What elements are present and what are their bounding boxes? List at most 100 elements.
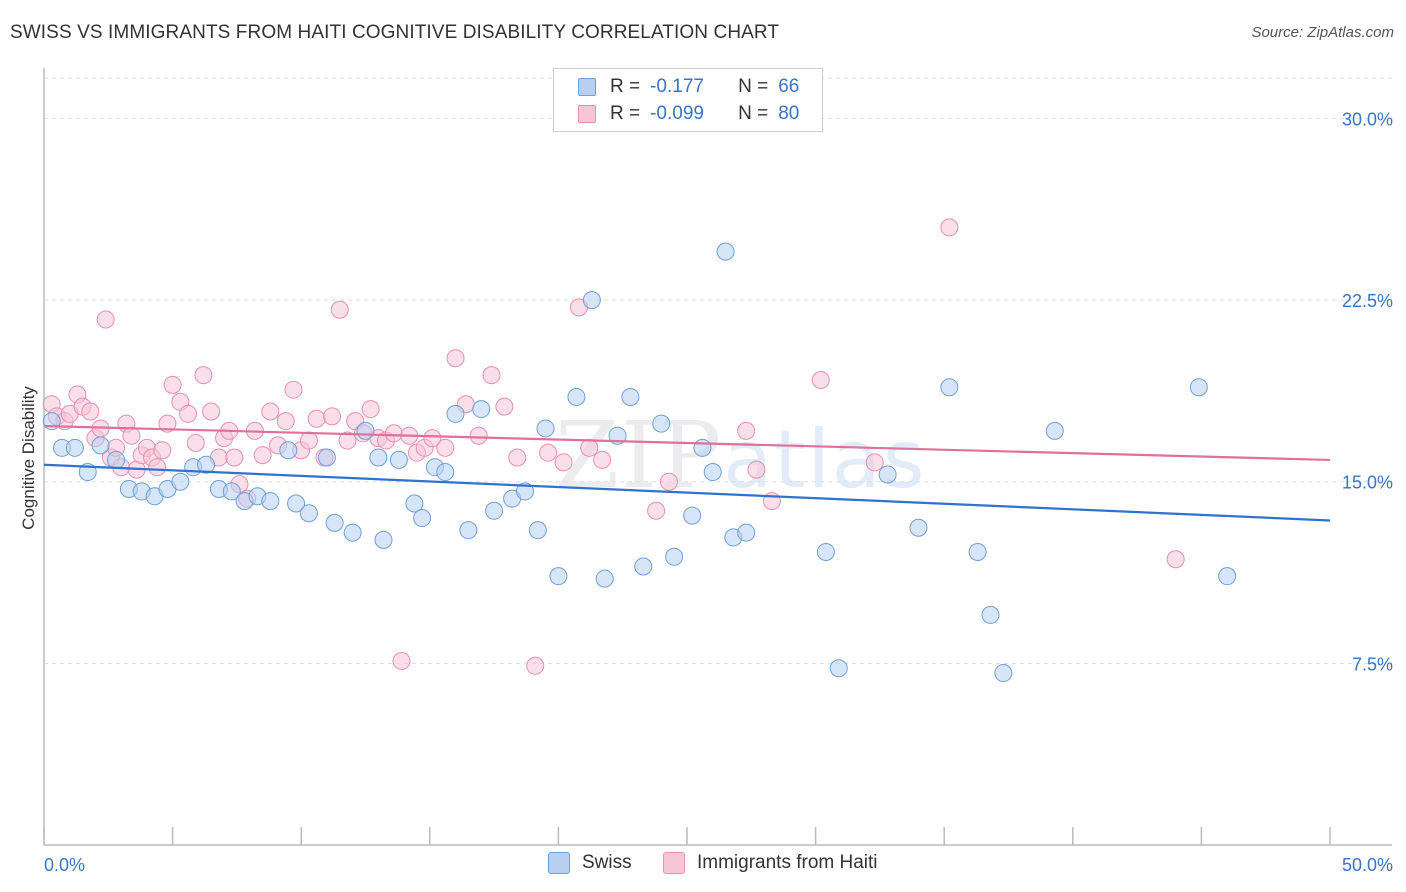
- swiss-point: [634, 557, 653, 576]
- haiti-point: [659, 472, 678, 491]
- legend-swatch-haiti: [578, 105, 596, 123]
- legend-swiss-n-value: 66: [778, 76, 800, 97]
- legend-swatch-swiss: [578, 78, 596, 96]
- swiss-point: [261, 492, 280, 511]
- haiti-point: [179, 404, 198, 423]
- legend-swiss-n-label: N =: [738, 76, 769, 97]
- legend-haiti-r-label: R =: [610, 103, 641, 124]
- haiti-point: [186, 433, 205, 452]
- haiti-point: [1166, 550, 1185, 569]
- swiss-point: [65, 438, 84, 457]
- swiss-point: [621, 387, 640, 406]
- haiti-point: [153, 441, 172, 460]
- swiss-point: [703, 463, 722, 482]
- haiti-point: [323, 407, 342, 426]
- legend-swiss-r-label: R =: [610, 76, 641, 97]
- swiss-point: [374, 530, 393, 549]
- swiss-point: [405, 494, 424, 513]
- series-swatch-haiti: [663, 852, 685, 874]
- swiss-point: [299, 504, 318, 523]
- swiss-point: [909, 518, 928, 537]
- swiss-point: [816, 542, 835, 561]
- haiti-point: [811, 371, 830, 389]
- haiti-point: [539, 443, 558, 462]
- haiti-point: [96, 310, 115, 329]
- haiti-point: [593, 450, 612, 469]
- swiss-point: [1218, 567, 1237, 586]
- axes: [43, 68, 1392, 846]
- haiti-point: [446, 349, 465, 368]
- swiss-point: [389, 450, 408, 469]
- grid-lines: [44, 77, 1392, 664]
- haiti-point: [202, 402, 221, 421]
- swiss-point: [536, 419, 555, 438]
- haiti-point: [307, 409, 326, 428]
- swiss-point: [582, 291, 601, 310]
- axis-labels: 7.5% 15.0% 22.5% 30.0% 0.0% 50.0% Cognitive Di…: [19, 109, 1393, 875]
- swiss-point: [325, 513, 344, 532]
- swiss-point: [107, 450, 126, 469]
- haiti-point: [384, 424, 403, 443]
- swiss-point: [829, 659, 848, 678]
- swiss-point: [994, 664, 1013, 683]
- haiti-point: [554, 453, 573, 472]
- swiss-point: [878, 465, 897, 484]
- haiti-point: [338, 431, 357, 450]
- y-tick-label: 15.0%: [1342, 473, 1393, 493]
- series-legend: Swiss Immigrants from Haiti: [0, 852, 1406, 878]
- swiss-point: [356, 421, 375, 440]
- swiss-points: [42, 242, 1237, 683]
- swiss-point: [652, 414, 671, 433]
- series-swatch-swiss: [548, 852, 570, 874]
- haiti-point: [865, 453, 884, 472]
- swiss-point: [436, 463, 455, 482]
- swiss-point: [549, 567, 568, 586]
- series-legend-swiss: Swiss: [548, 852, 632, 874]
- haiti-point: [482, 366, 501, 385]
- swiss-point: [693, 438, 712, 457]
- legend-haiti-r-value: -0.099: [650, 103, 704, 124]
- swiss-point: [1189, 378, 1208, 397]
- y-tick-label: 30.0%: [1342, 109, 1393, 129]
- x-tick-label-max: 50.0%: [1342, 855, 1393, 875]
- y-tick-label: 22.5%: [1342, 291, 1393, 311]
- swiss-point: [279, 441, 298, 460]
- haiti-point: [436, 438, 455, 457]
- haiti-point: [225, 448, 244, 467]
- haiti-point: [747, 460, 766, 479]
- swiss-point: [716, 242, 735, 261]
- swiss-point: [446, 404, 465, 423]
- haiti-point: [495, 397, 514, 416]
- haiti-point: [163, 375, 182, 394]
- haiti-point: [276, 412, 295, 431]
- haiti-point: [81, 402, 100, 421]
- swiss-point: [737, 523, 756, 542]
- correlation-legend: R = -0.177 N = 66 R = -0.099 N = 80: [553, 68, 823, 132]
- series-label-haiti: Immigrants from Haiti: [697, 852, 878, 873]
- swiss-point: [515, 482, 534, 501]
- source-label: Source: ZipAtlas.com: [1251, 24, 1394, 41]
- swiss-point: [413, 509, 432, 528]
- haiti-point: [253, 446, 272, 465]
- swiss-point: [343, 523, 362, 542]
- haiti-point: [469, 426, 488, 445]
- swiss-point: [171, 472, 190, 491]
- swiss-point: [91, 436, 110, 455]
- haiti-point: [361, 400, 380, 419]
- swiss-point: [197, 455, 216, 474]
- haiti-point: [284, 380, 303, 399]
- swiss-point: [222, 482, 241, 501]
- swiss-point: [1045, 421, 1064, 440]
- legend-row-haiti: R = -0.099 N = 80: [578, 101, 799, 127]
- haiti-point: [423, 429, 442, 448]
- chart-title: SWISS VS IMMIGRANTS FROM HAITI COGNITIVE…: [10, 22, 780, 43]
- haiti-point: [940, 218, 959, 237]
- legend-row-swiss: R = -0.177 N = 66: [578, 74, 799, 100]
- swiss-point: [528, 521, 547, 540]
- swiss-point: [287, 494, 306, 513]
- haiti-point: [299, 431, 318, 450]
- trend-lines: [43, 424, 1331, 522]
- legend-haiti-n-value: 80: [778, 103, 800, 124]
- x-tick-label-min: 0.0%: [44, 855, 85, 875]
